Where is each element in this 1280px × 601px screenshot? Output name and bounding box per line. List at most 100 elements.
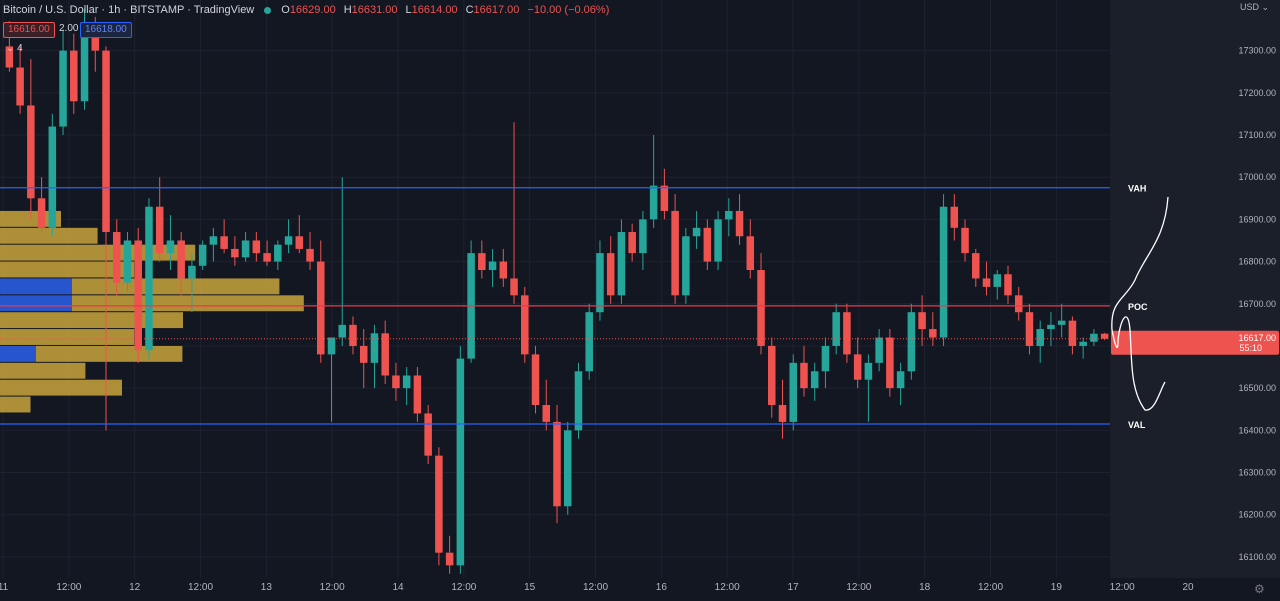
y-tick-label: 16700.00: [1238, 299, 1276, 309]
indicators-toggle[interactable]: ⌄ 4: [6, 43, 23, 54]
y-tick-label: 17000.00: [1238, 172, 1276, 182]
candle-body: [295, 236, 304, 249]
x-tick-label: 12:00: [320, 582, 345, 593]
candle-body: [972, 253, 980, 279]
gear-icon[interactable]: ⚙: [1254, 582, 1265, 596]
symbol-title[interactable]: Bitcoin / U.S. Dollar · 1h · BITSTAMP · …: [3, 4, 255, 16]
sell-button[interactable]: 16616.00: [3, 22, 55, 38]
candle-body: [198, 244, 207, 266]
candle-body: [231, 248, 239, 258]
candle-body: [1079, 341, 1087, 346]
candle-body: [370, 333, 379, 363]
candle-body: [510, 278, 518, 296]
candle-body: [929, 329, 937, 338]
x-tick-label: 20: [1182, 582, 1194, 593]
candle-body: [338, 324, 347, 338]
x-tick-label: 18: [919, 582, 931, 593]
candle-body: [166, 240, 175, 254]
candle-body: [671, 210, 679, 296]
x-tick-label: 12:00: [846, 582, 871, 593]
x-tick-label: 14: [392, 582, 404, 593]
candle-body: [531, 354, 540, 406]
volume-profile-bar-up: [0, 345, 36, 362]
candle-body: [950, 206, 959, 228]
candle-body: [843, 312, 851, 355]
candle-body: [735, 210, 744, 237]
last-price-label: 16617.00: [1238, 333, 1276, 343]
candle-body: [413, 375, 422, 414]
candle-body: [48, 126, 57, 228]
candle-body: [682, 236, 690, 296]
candle-body: [1014, 295, 1023, 313]
candle-body: [896, 371, 905, 389]
candle-body: [456, 358, 465, 566]
currency-selector[interactable]: USD ⌄: [1240, 2, 1270, 12]
candle-body: [542, 405, 551, 422]
y-tick-label: 17200.00: [1238, 88, 1276, 98]
chart-header: Bitcoin / U.S. Dollar · 1h · BITSTAMP · …: [3, 4, 613, 16]
y-tick-label: 16800.00: [1238, 257, 1276, 267]
candle-body: [853, 354, 862, 380]
candle-body: [123, 240, 132, 283]
candle-body: [349, 324, 357, 346]
y-tick-label: 16100.00: [1238, 552, 1276, 562]
candle-body: [563, 430, 572, 507]
candle-body: [725, 210, 733, 220]
candle-body: [306, 248, 314, 262]
volume-profile-bar-down: [0, 312, 183, 329]
time-axis-panel: [0, 578, 1280, 601]
candle-body: [478, 253, 486, 271]
level-label-poc: POC: [1128, 302, 1148, 312]
x-tick-label: 12:00: [1110, 582, 1135, 593]
y-tick-label: 17300.00: [1238, 46, 1276, 56]
candle-body: [617, 232, 626, 296]
candle-body: [596, 253, 604, 313]
volume-profile-bar-up: [0, 278, 72, 295]
x-tick-label: 17: [787, 582, 799, 593]
y-tick-label: 16900.00: [1238, 214, 1276, 224]
volume-profile-bar-down: [0, 362, 86, 379]
candle-body: [209, 236, 218, 245]
volume-profile-bar-down: [0, 379, 122, 396]
candle-body: [553, 421, 561, 507]
candle-body: [1047, 324, 1055, 330]
volume-profile-bar-down: [0, 396, 31, 413]
candle-body: [939, 206, 948, 338]
hand-drawn-annotation: [1111, 196, 1169, 411]
candle-body: [220, 236, 228, 249]
candle-body: [585, 312, 593, 372]
volume-profile-bar-down: [0, 261, 135, 278]
y-tick-label: 16300.00: [1238, 468, 1276, 478]
candle-body: [252, 240, 261, 254]
candle-body: [177, 240, 185, 279]
volume-profile-bar-down: [0, 227, 98, 244]
indicators-count: 4: [17, 43, 23, 54]
candle-body: [660, 185, 669, 211]
y-tick-label: 16500.00: [1238, 383, 1276, 393]
candle-body: [692, 227, 701, 237]
last-price-tag: [1111, 330, 1279, 355]
candle-body: [445, 552, 454, 566]
y-tick-label: 17100.00: [1238, 130, 1276, 140]
candle-body: [810, 371, 819, 389]
x-tick-label: 16: [656, 582, 668, 593]
candle-body: [821, 345, 830, 372]
volume-profile-bar-down: [0, 244, 196, 261]
x-tick-label: 12: [129, 582, 141, 593]
candle-body: [402, 375, 411, 389]
spread-value: 2.00: [59, 23, 79, 34]
x-tick-label: 11: [0, 582, 9, 593]
x-tick-label: 12:00: [188, 582, 213, 593]
level-label-val: VAL: [1128, 420, 1146, 430]
candle-body: [241, 240, 250, 258]
candle-body: [102, 50, 110, 233]
candle-body: [134, 240, 142, 351]
buy-button[interactable]: 16618.00: [80, 22, 132, 38]
candle-body: [864, 362, 873, 380]
candle-body: [16, 67, 24, 106]
candle-body: [757, 270, 765, 346]
candle-body: [918, 312, 926, 330]
volume-profile-bar-down: [72, 295, 304, 312]
